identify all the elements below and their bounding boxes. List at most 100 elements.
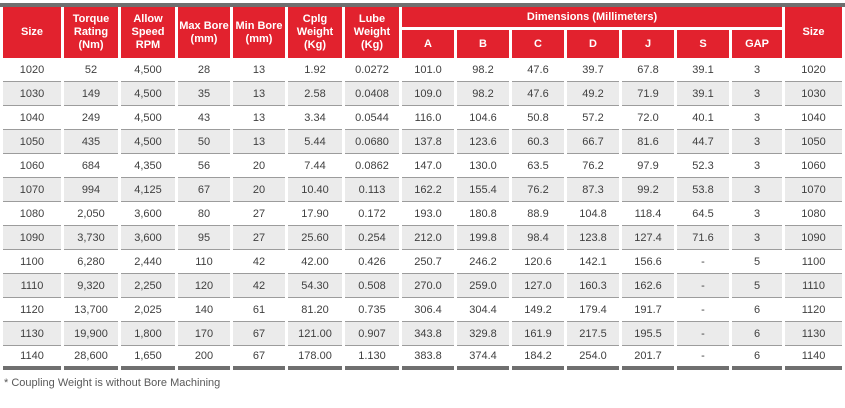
table-cell: 1130	[3, 322, 61, 346]
table-cell: 6	[732, 346, 783, 370]
table-cell: 61	[233, 298, 285, 322]
table-cell: 6	[732, 298, 783, 322]
table-cell: -	[677, 322, 729, 346]
table-cell: 0.426	[345, 250, 399, 274]
table-cell: 116.0	[402, 106, 454, 130]
table-cell: 1020	[3, 58, 61, 82]
table-cell: 1050	[785, 130, 843, 154]
table-cell: 1.92	[288, 58, 342, 82]
table-row: 1090 3,730 3,600 95 27 25.60 0.254 212.0 199.8 98…	[3, 226, 843, 250]
table-cell: 1140	[785, 346, 843, 370]
table-cell: 383.8	[402, 346, 454, 370]
table-cell: 101.0	[402, 58, 454, 82]
table-row: 1040 249 4,500 43 13 3.34 0.0544 116.0 104.6 50.8…	[3, 106, 843, 130]
table-cell: 0.0680	[345, 130, 399, 154]
table-cell: 13	[233, 82, 285, 106]
table-cell: 140	[178, 298, 230, 322]
table-cell: 130.0	[457, 154, 509, 178]
table-cell: 147.0	[402, 154, 454, 178]
table-cell: 19,900	[64, 322, 118, 346]
table-cell: 1080	[785, 202, 843, 226]
table-cell: 98.4	[512, 226, 564, 250]
table-cell: 44.7	[677, 130, 729, 154]
table-cell: 35	[178, 82, 230, 106]
table-cell: 374.4	[457, 346, 509, 370]
table-cell: 0.907	[345, 322, 399, 346]
table-cell: 5.44	[288, 130, 342, 154]
table-cell: 28	[178, 58, 230, 82]
table-row: 1140 28,600 1,650 200 67 178.00 1.130 383.8 374.…	[3, 346, 843, 370]
table-cell: 54.30	[288, 274, 342, 298]
table-cell: 87.3	[567, 178, 619, 202]
table-cell: 4,125	[121, 178, 175, 202]
table-cell: 3	[732, 106, 783, 130]
table-cell: 1100	[785, 250, 843, 274]
table-cell: 76.2	[567, 154, 619, 178]
col-header-size-right: Size	[785, 7, 843, 58]
table-cell: 1110	[3, 274, 61, 298]
table-cell: 67.8	[622, 58, 674, 82]
table-cell: 47.6	[512, 58, 564, 82]
table-cell: 13,700	[64, 298, 118, 322]
table-row: 1080 2,050 3,600 80 27 17.90 0.172 193.0 180.8 88…	[3, 202, 843, 226]
table-cell: 179.4	[567, 298, 619, 322]
table-cell: 47.6	[512, 82, 564, 106]
table-cell: 0.0408	[345, 82, 399, 106]
table-cell: 9,320	[64, 274, 118, 298]
table-cell: 76.2	[512, 178, 564, 202]
table-cell: -	[677, 274, 729, 298]
table-cell: 246.2	[457, 250, 509, 274]
table-cell: 1120	[3, 298, 61, 322]
table-cell: 254.0	[567, 346, 619, 370]
table-cell: 39.1	[677, 58, 729, 82]
table-cell: 49.2	[567, 82, 619, 106]
table-cell: 110	[178, 250, 230, 274]
table-cell: 39.1	[677, 82, 729, 106]
col-header-cplg-weight: Cplg Weight (Kg)	[288, 7, 342, 58]
table-cell: 5	[732, 274, 783, 298]
table-cell: 95	[178, 226, 230, 250]
col-header-torque-rating: Torque Rating (Nm)	[64, 7, 118, 58]
table-cell: 3	[732, 82, 783, 106]
table-cell: -	[677, 298, 729, 322]
table-cell: 0.0544	[345, 106, 399, 130]
table-row: 1050 435 4,500 50 13 5.44 0.0680 137.8 123.6 60.3…	[3, 130, 843, 154]
table-cell: 42	[233, 274, 285, 298]
table-cell: 98.2	[457, 58, 509, 82]
table-cell: 71.6	[677, 226, 729, 250]
table-cell: 50.8	[512, 106, 564, 130]
table-cell: 2,250	[121, 274, 175, 298]
table-cell: 1090	[3, 226, 61, 250]
table-cell: 3	[732, 154, 783, 178]
table-cell: -	[677, 346, 729, 370]
table-cell: 162.6	[622, 274, 674, 298]
table-row: 1070 994 4,125 67 20 10.40 0.113 162.2 155.4 76.2…	[3, 178, 843, 202]
table-cell: 4,500	[121, 58, 175, 82]
table-cell: 162.2	[402, 178, 454, 202]
table-cell: 3	[732, 130, 783, 154]
dimensions-group-header: Dimensions (Millimeters)	[402, 7, 783, 31]
table-cell: -	[677, 250, 729, 274]
table-cell: 684	[64, 154, 118, 178]
table-cell: 40.1	[677, 106, 729, 130]
table-cell: 180.8	[457, 202, 509, 226]
table-cell: 13	[233, 130, 285, 154]
table-cell: 1070	[3, 178, 61, 202]
table-cell: 170	[178, 322, 230, 346]
table-cell: 120.6	[512, 250, 564, 274]
table-cell: 6	[732, 322, 783, 346]
col-header-dim-j: J	[622, 30, 674, 58]
table-cell: 1.130	[345, 346, 399, 370]
table-cell: 3,600	[121, 226, 175, 250]
table-cell: 80	[178, 202, 230, 226]
col-header-dim-d: D	[567, 30, 619, 58]
table-row: 1060 684 4,350 56 20 7.44 0.0862 147.0 130.0 63.5…	[3, 154, 843, 178]
table-cell: 1030	[785, 82, 843, 106]
table-cell: 56	[178, 154, 230, 178]
table-cell: 343.8	[402, 322, 454, 346]
footnote: * Coupling Weight is without Bore Machin…	[4, 377, 221, 389]
table-cell: 212.0	[402, 226, 454, 250]
table-cell: 98.2	[457, 82, 509, 106]
table-cell: 50	[178, 130, 230, 154]
table-cell: 71.9	[622, 82, 674, 106]
